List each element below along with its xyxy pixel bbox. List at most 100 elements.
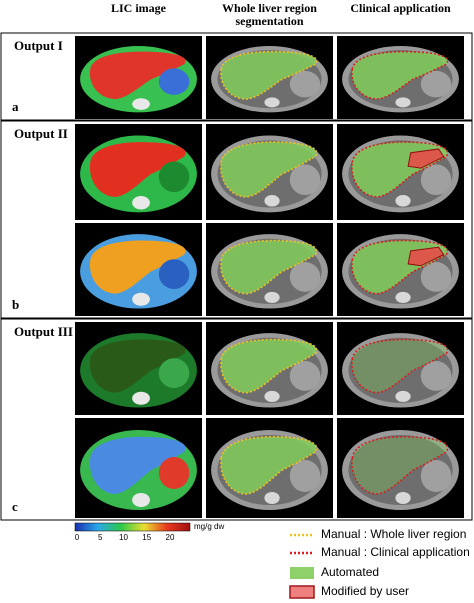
automated-region (221, 437, 317, 494)
spleen (289, 70, 321, 98)
panel-letter: a (12, 99, 19, 114)
spine (132, 196, 150, 210)
image-content (211, 45, 328, 113)
image-content (342, 135, 459, 213)
spleen (158, 68, 190, 95)
liver (89, 51, 186, 100)
image-cell (206, 223, 333, 316)
colorbar-tick-label: 20 (166, 533, 175, 542)
legend-label: Manual : Whole liver region (321, 527, 466, 541)
image-content (80, 234, 197, 309)
legend-label: Automated (321, 565, 379, 579)
automated-region (221, 52, 317, 99)
spleen (158, 457, 190, 489)
panel-letter: b (12, 297, 19, 312)
image-cell (337, 36, 464, 119)
image-cell (337, 418, 464, 518)
spine (264, 291, 280, 303)
image-content (211, 135, 328, 213)
image-cell (75, 322, 202, 415)
image-content (342, 234, 459, 309)
spleen (158, 259, 190, 290)
liver (89, 436, 186, 494)
spleen (158, 161, 190, 193)
spine (264, 492, 280, 504)
spine (395, 291, 411, 303)
spleen (289, 361, 321, 391)
legend-label: Modified by user (321, 584, 409, 598)
spleen (420, 70, 452, 98)
image-content (342, 430, 459, 510)
panel-frame (0, 120, 473, 319)
spine (264, 390, 280, 402)
colorbar-tick-label: 5 (98, 533, 103, 542)
spine (395, 492, 411, 504)
spleen (289, 262, 321, 292)
panel-label: Output II (14, 126, 68, 141)
spine (132, 292, 150, 306)
image-cell (206, 322, 333, 415)
modified-region (408, 247, 444, 266)
image-cell (206, 418, 333, 518)
automated-region (221, 339, 317, 392)
column-header: LIC image (111, 1, 167, 15)
panel-label: Output I (14, 38, 63, 53)
legend-symbol (289, 585, 315, 599)
automated-region (352, 339, 448, 392)
spine (132, 98, 150, 110)
spine (395, 195, 411, 207)
legend-label: Manual : Clinical application (321, 545, 470, 559)
image-cell (206, 36, 333, 119)
image-content (80, 333, 197, 408)
spine (264, 195, 280, 207)
panel-frame (0, 32, 473, 121)
spleen (289, 460, 321, 492)
colorbar-unit: mg/g dw (194, 522, 224, 531)
automated-region (352, 52, 448, 99)
automated-region (221, 240, 317, 293)
spleen (420, 164, 452, 196)
legend-symbol (290, 567, 314, 579)
image-cell (75, 223, 202, 316)
spleen (420, 262, 452, 292)
colorbar-tick-label: 15 (142, 533, 151, 542)
image-cell (75, 418, 202, 518)
colorbar (74, 522, 191, 532)
panel-frame (0, 318, 473, 521)
modified-region (408, 149, 444, 168)
image-content (211, 234, 328, 309)
liver (89, 240, 186, 294)
image-cell (337, 124, 464, 220)
automated-region (221, 142, 317, 197)
image-content (80, 135, 197, 213)
spleen (420, 361, 452, 391)
panel-letter: c (12, 499, 18, 514)
image-cell (337, 223, 464, 316)
image-cell (206, 124, 333, 220)
image-cell (75, 36, 202, 119)
spine (395, 97, 411, 108)
image-content (80, 45, 197, 113)
column-header: Whole liver region segmentation (222, 1, 317, 28)
image-content (211, 333, 328, 408)
image-content (80, 430, 197, 510)
spleen (420, 460, 452, 492)
image-cell (337, 322, 464, 415)
colorbar-tick-label: 0 (75, 533, 80, 542)
spleen (289, 164, 321, 196)
colorbar-tick-label: 10 (119, 533, 128, 542)
automated-region (352, 437, 448, 494)
panel-label: Output III (14, 324, 73, 339)
image-content (211, 430, 328, 510)
spleen (158, 358, 190, 389)
spine (132, 493, 150, 507)
image-content (342, 45, 459, 113)
spine (132, 391, 150, 405)
liver (89, 142, 186, 197)
spine (395, 390, 411, 402)
image-cell (75, 124, 202, 220)
column-header: Clinical application (350, 1, 451, 15)
spine (264, 97, 280, 108)
